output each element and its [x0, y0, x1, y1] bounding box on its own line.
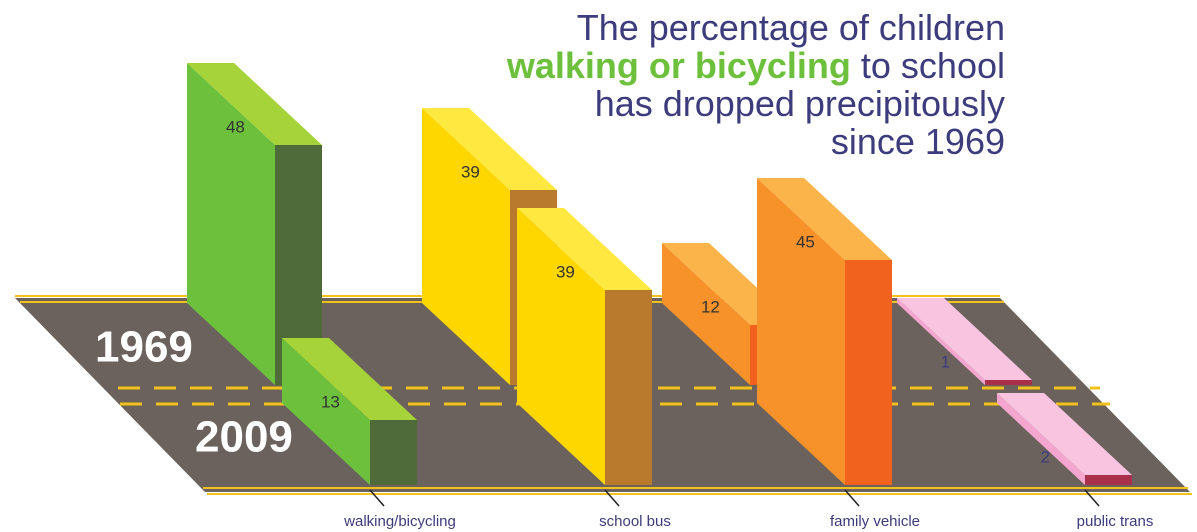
value-label: 45 — [796, 233, 815, 252]
bar-side — [605, 290, 652, 485]
bar — [997, 393, 1132, 485]
title-part: to school — [861, 45, 1005, 86]
bar-front — [422, 108, 510, 385]
bar-top — [282, 338, 417, 420]
title-part: since 1969 — [831, 121, 1005, 162]
bar-top — [422, 108, 557, 190]
bar-front — [187, 63, 275, 385]
bar-top — [517, 208, 652, 290]
bar-side — [845, 260, 892, 485]
title-part: has dropped precipitously — [595, 83, 1005, 124]
bar-side — [370, 420, 417, 485]
bar — [897, 298, 1032, 385]
bar-front — [662, 243, 750, 385]
bar-side — [1085, 475, 1132, 485]
value-label: 2 — [1041, 448, 1050, 467]
title-part: The percentage of children — [577, 7, 1005, 48]
bar — [282, 338, 417, 485]
x-tick-label: public trans — [1077, 513, 1154, 530]
category-tick — [604, 489, 620, 507]
bar-top — [897, 298, 1032, 380]
value-label: 12 — [701, 298, 720, 317]
value-label: 39 — [556, 263, 575, 282]
title-part: walking or bicycling — [506, 45, 851, 86]
category-tick — [1084, 489, 1100, 507]
series-label: 1969 — [95, 323, 193, 372]
category-tick — [844, 489, 860, 507]
value-label: 48 — [226, 118, 245, 137]
bar-front — [997, 393, 1085, 485]
value-label: 13 — [321, 393, 340, 412]
bar-front — [517, 208, 605, 485]
bar-front — [897, 298, 985, 385]
bar — [757, 178, 892, 485]
value-label: 39 — [461, 163, 480, 182]
category-tick — [369, 489, 385, 507]
bar-front — [282, 338, 370, 485]
bar-top — [187, 63, 322, 145]
bar-side — [985, 380, 1032, 385]
value-label: 1 — [941, 353, 950, 372]
bar-front — [757, 178, 845, 485]
bar-top — [757, 178, 892, 260]
x-tick-label: walking/bicycling — [343, 513, 456, 530]
series-label: 2009 — [195, 413, 293, 462]
bar-top — [997, 393, 1132, 475]
x-tick-label: family vehicle — [830, 513, 920, 530]
x-tick-label: school bus — [599, 513, 671, 530]
bar — [517, 208, 652, 485]
chart-title: The percentage of children walking or bic… — [506, 7, 1005, 162]
